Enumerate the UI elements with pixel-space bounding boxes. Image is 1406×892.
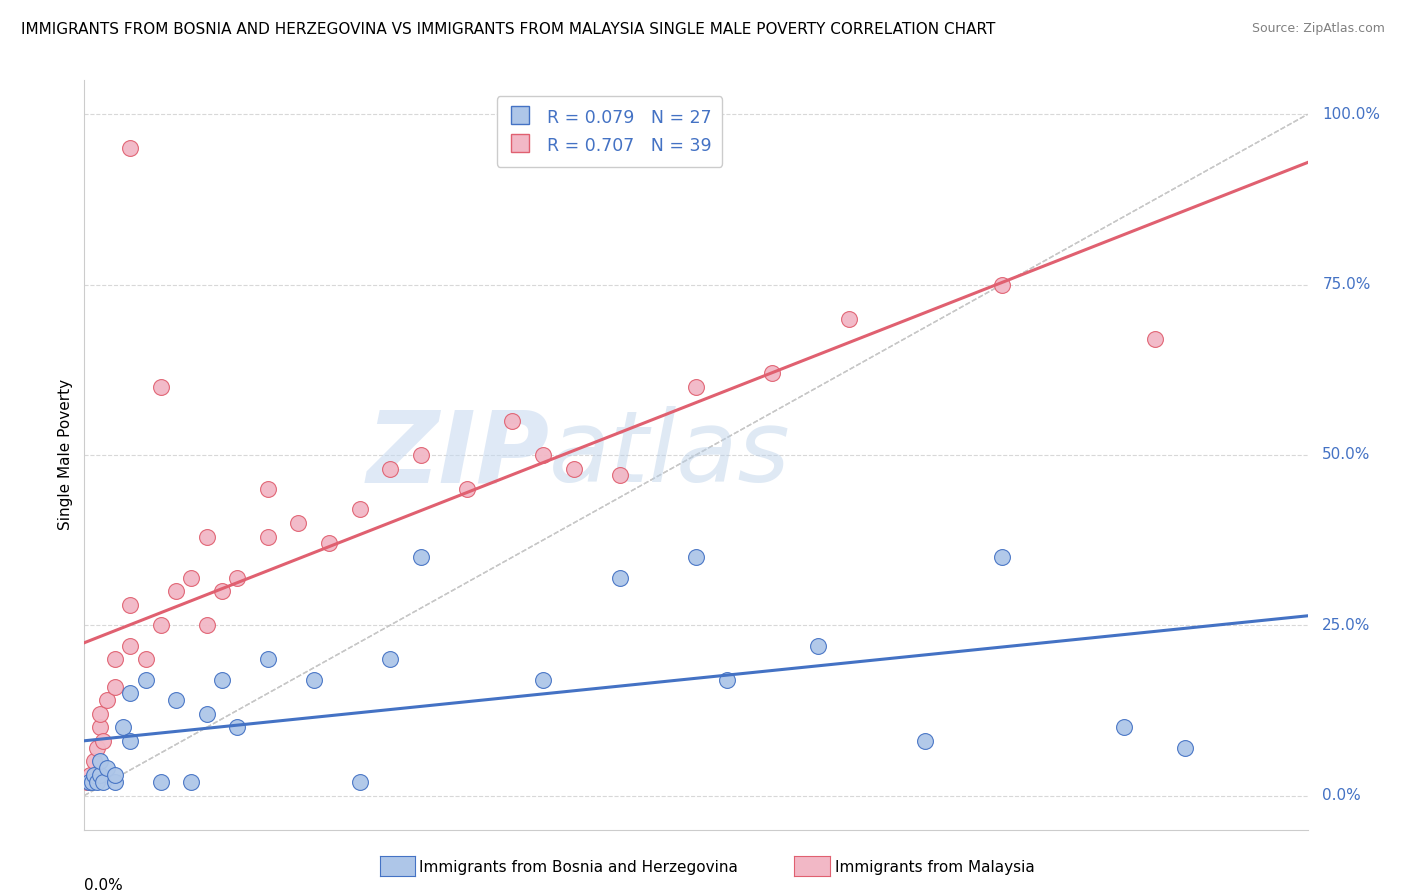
Point bbox=[761, 366, 783, 380]
Point bbox=[149, 775, 172, 789]
Point bbox=[531, 673, 554, 687]
Point bbox=[149, 380, 172, 394]
Point bbox=[609, 570, 631, 584]
Point bbox=[86, 740, 108, 755]
Point bbox=[456, 482, 478, 496]
Point bbox=[609, 468, 631, 483]
Point bbox=[91, 775, 114, 789]
Point bbox=[89, 706, 111, 721]
Point bbox=[991, 550, 1014, 565]
Legend: R = 0.079   N = 27, R = 0.707   N = 39: R = 0.079 N = 27, R = 0.707 N = 39 bbox=[496, 96, 723, 167]
Point bbox=[89, 755, 111, 769]
Point bbox=[562, 461, 585, 475]
Point bbox=[91, 734, 114, 748]
Point bbox=[287, 516, 309, 530]
Text: atlas: atlas bbox=[550, 407, 790, 503]
Point bbox=[135, 652, 157, 666]
Point bbox=[83, 768, 105, 782]
Point bbox=[111, 720, 134, 734]
Point bbox=[89, 720, 111, 734]
Point bbox=[86, 775, 108, 789]
Point bbox=[1114, 720, 1136, 734]
Point bbox=[716, 673, 738, 687]
Point bbox=[257, 530, 280, 544]
Text: Immigrants from Bosnia and Herzegovina: Immigrants from Bosnia and Herzegovina bbox=[419, 860, 738, 874]
Text: Source: ZipAtlas.com: Source: ZipAtlas.com bbox=[1251, 22, 1385, 36]
Point bbox=[685, 550, 707, 565]
Point bbox=[76, 775, 98, 789]
Point bbox=[211, 584, 233, 599]
Point bbox=[180, 775, 202, 789]
Point bbox=[349, 502, 371, 516]
Point bbox=[120, 686, 142, 700]
Text: Immigrants from Malaysia: Immigrants from Malaysia bbox=[835, 860, 1035, 874]
Point bbox=[226, 720, 249, 734]
Text: 100.0%: 100.0% bbox=[1322, 107, 1381, 122]
Point bbox=[380, 652, 402, 666]
Point bbox=[531, 448, 554, 462]
Point bbox=[135, 673, 157, 687]
Point bbox=[318, 536, 340, 550]
Point bbox=[914, 734, 936, 748]
Point bbox=[96, 693, 118, 707]
Point bbox=[77, 775, 100, 789]
Point bbox=[180, 570, 202, 584]
Point bbox=[257, 652, 280, 666]
Point bbox=[1174, 740, 1197, 755]
Point bbox=[807, 639, 830, 653]
Text: ZIP: ZIP bbox=[366, 407, 550, 503]
Point bbox=[104, 680, 127, 694]
Point bbox=[120, 639, 142, 653]
Point bbox=[165, 584, 187, 599]
Point bbox=[120, 598, 142, 612]
Point bbox=[104, 775, 127, 789]
Point bbox=[409, 448, 432, 462]
Text: 75.0%: 75.0% bbox=[1322, 277, 1371, 292]
Point bbox=[80, 775, 103, 789]
Point bbox=[838, 311, 860, 326]
Point bbox=[195, 618, 218, 632]
Point bbox=[120, 141, 142, 155]
Point bbox=[1143, 332, 1166, 346]
Point bbox=[83, 755, 105, 769]
Point bbox=[685, 380, 707, 394]
Point bbox=[165, 693, 187, 707]
Text: 25.0%: 25.0% bbox=[1322, 618, 1371, 632]
Point bbox=[302, 673, 325, 687]
Text: 0.0%: 0.0% bbox=[84, 879, 124, 892]
Point bbox=[149, 618, 172, 632]
Point bbox=[257, 482, 280, 496]
Point bbox=[991, 277, 1014, 292]
Text: 50.0%: 50.0% bbox=[1322, 448, 1371, 462]
Point bbox=[104, 768, 127, 782]
Point bbox=[89, 768, 111, 782]
Y-axis label: Single Male Poverty: Single Male Poverty bbox=[58, 379, 73, 531]
Point bbox=[79, 768, 101, 782]
Point bbox=[104, 652, 127, 666]
Point bbox=[409, 550, 432, 565]
Point bbox=[502, 414, 524, 428]
Point bbox=[120, 734, 142, 748]
Point bbox=[226, 570, 249, 584]
Point bbox=[195, 530, 218, 544]
Point bbox=[349, 775, 371, 789]
Point bbox=[195, 706, 218, 721]
Point bbox=[211, 673, 233, 687]
Point bbox=[380, 461, 402, 475]
Text: 0.0%: 0.0% bbox=[1322, 788, 1361, 803]
Text: IMMIGRANTS FROM BOSNIA AND HERZEGOVINA VS IMMIGRANTS FROM MALAYSIA SINGLE MALE P: IMMIGRANTS FROM BOSNIA AND HERZEGOVINA V… bbox=[21, 22, 995, 37]
Point bbox=[96, 761, 118, 775]
